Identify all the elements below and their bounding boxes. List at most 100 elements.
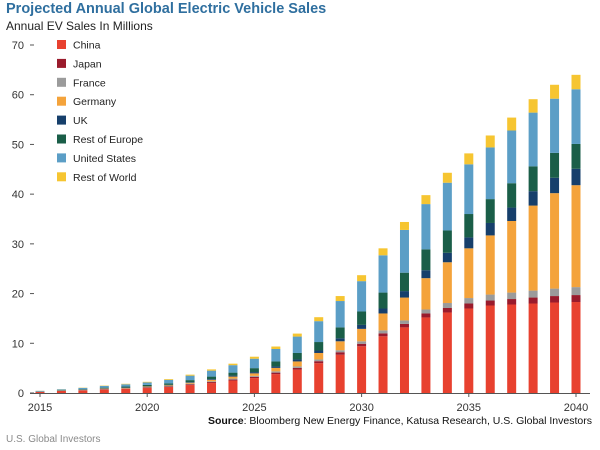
bar-segment-rest-of-world [442,172,452,183]
bar-segment-germany [442,262,452,304]
bar-segment-rest-of-world [550,84,560,99]
bar-segment-china [550,302,560,393]
bar-segment-china [378,336,388,393]
bar-segment-japan [314,361,324,364]
bar-segment-france [164,386,174,387]
bar-segment-rest-of-europe [228,372,238,376]
bar-segment-germany [357,328,367,342]
bar-segment-germany [207,379,217,382]
bar-segment-uk [464,237,474,249]
bar-segment-china [464,308,474,393]
bar-segment-japan [357,343,367,347]
bar-segment-japan [228,379,238,381]
bar-segment-germany [142,386,152,388]
legend-swatch [57,77,66,87]
bar-segment-france [207,381,217,383]
bar-segment-france [464,298,474,304]
bar-segment-japan [571,295,581,303]
bar-segment-china [442,312,452,393]
bar-segment-united-states [464,164,474,215]
bar-segment-united-states [550,98,560,153]
bar-segment-china [207,383,217,393]
bar-segment-france [378,330,388,334]
bar-segment-rest-of-europe [99,387,109,389]
bar-segment-france [228,378,238,380]
bar-segment-france [357,341,367,344]
bar-segment-uk [442,252,452,263]
legend-swatch [57,115,66,125]
bar-segment-china [421,317,431,393]
source-text: : Bloomberg New Energy Finance, Katusa R… [243,415,592,427]
bar-segment-uk [378,308,388,314]
bar-segment-japan [442,307,452,313]
bar-segment-japan [550,296,560,303]
bar-segment-united-states [78,387,88,390]
bar-segment-rest-of-europe [142,384,152,387]
bar-segment-rest-of-europe [292,352,302,360]
bar-segment-china [121,389,131,393]
bar-segment-germany [399,297,409,321]
bar-segment-china [571,302,581,393]
legend-swatch [57,172,66,182]
bars-group [35,74,581,393]
bar-segment-uk [164,384,174,386]
bar-segment-uk [335,338,345,342]
x-tick-label: 2020 [135,402,159,414]
bar-segment-uk [249,372,259,374]
y-tick-label: 10 [12,338,24,350]
bar-segment-japan [185,384,195,386]
bar-segment-china [228,380,238,393]
bar-segment-china [314,363,324,393]
legend-label: Japan [73,58,102,70]
y-tick-label: 0 [18,388,24,400]
y-tick-label: 60 [12,90,24,102]
bar-segment-united-states [185,375,195,381]
y-tick-label: 50 [12,139,24,151]
x-axis: 2015 2020 2025 2030 2035 2040 [28,393,590,414]
bar-segment-france [421,309,431,314]
bar-segment-japan [464,303,474,309]
bar-segment-rest-of-world [485,135,495,148]
y-tick-label: 20 [12,289,24,301]
bar-segment-uk [485,222,495,236]
bar-segment-united-states [357,281,367,312]
chart-subtitle: Annual EV Sales In Millions [6,19,153,33]
bar-segment-france [550,288,560,297]
bar-segment-rest-of-world [271,346,281,350]
bar-segment-rest-of-world [121,383,131,385]
bar-segment-japan [164,386,174,388]
bar-segment-france [271,371,281,373]
bar-segment-united-states [507,130,517,184]
bar-segment-rest-of-europe [507,183,517,208]
bar-segment-china [335,354,345,393]
bar-segment-united-states [421,204,431,250]
bar-segment-france [528,290,538,298]
bar-segment-germany [571,185,581,288]
bar-segment-united-states [292,336,302,353]
bar-segment-france [571,287,581,296]
bar-segment-uk [185,382,195,383]
bar-segment-france [292,366,302,368]
bar-segment-uk [399,291,409,298]
y-tick-label: 40 [12,189,24,201]
y-axis: 0 10 20 30 40 50 60 70 [12,40,34,400]
legend-swatch [57,153,66,163]
bar-segment-rest-of-world [378,248,388,256]
x-tick-label: 2040 [564,402,588,414]
legend: China Japan France Germany UK Rest of Europe U… [57,40,143,184]
legend-swatch [57,58,66,68]
bar-segment-rest-of-europe [550,152,560,178]
bar-segment-united-states [378,255,388,293]
bar-segment-rest-of-europe [314,342,324,351]
bar-segment-uk [421,270,431,279]
bar-segment-germany [271,367,281,372]
bar-segment-rest-of-europe [185,380,195,383]
bar-segment-japan [528,297,538,304]
bar-segment-rest-of-europe [78,389,88,390]
legend-label: France [73,77,106,89]
bar-segment-uk [507,207,517,221]
bar-segment-rest-of-world [185,374,195,376]
bar-segment-france [335,350,345,353]
bar-segment-united-states [207,370,217,377]
bar-segment-rest-of-europe [485,199,495,223]
